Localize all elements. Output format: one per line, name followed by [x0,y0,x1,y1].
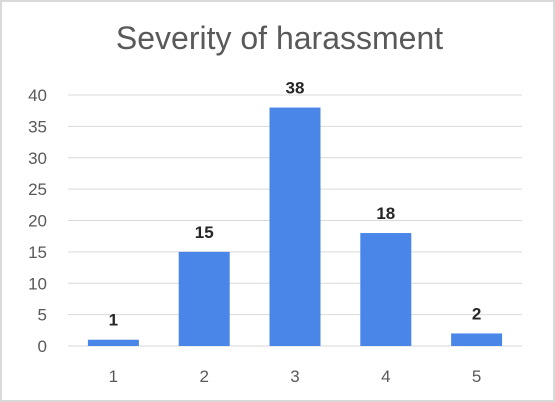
x-tick-label: 1 [109,367,118,386]
data-label: 18 [376,204,395,223]
y-tick-label: 25 [28,180,47,199]
y-tick-label: 0 [38,337,47,356]
y-tick-label: 30 [28,149,47,168]
data-label: 38 [286,79,305,98]
bar [87,339,139,346]
bar [360,233,412,346]
data-label: 1 [109,311,118,330]
data-label: 2 [472,304,481,323]
y-tick-label: 35 [28,117,47,136]
bar [178,251,230,346]
chart-title: Severity of harassment [115,20,444,56]
y-tick-label: 10 [28,274,47,293]
x-tick-label: 5 [472,367,481,386]
y-tick-label: 15 [28,243,47,262]
data-label: 15 [195,223,214,242]
x-tick-label: 3 [290,367,299,386]
y-tick-label: 5 [38,306,47,325]
x-tick-label: 2 [199,367,208,386]
x-tick-label: 4 [381,367,390,386]
bar [269,107,321,346]
y-tick-label: 20 [28,212,47,231]
bar [451,333,503,346]
y-tick-label: 40 [28,86,47,105]
